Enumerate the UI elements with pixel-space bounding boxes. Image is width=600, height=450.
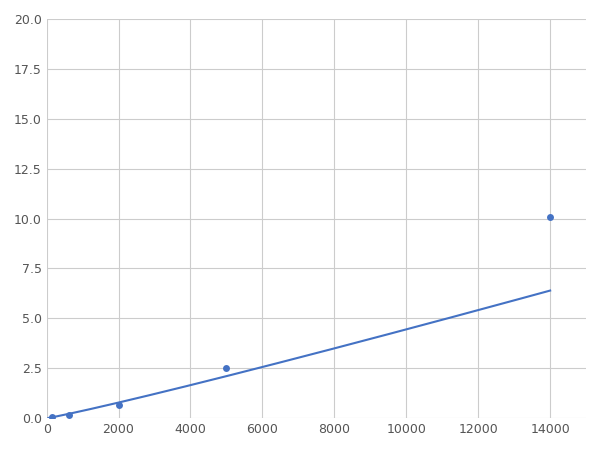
Point: [64, 411, 74, 418]
Point: [47, 413, 57, 420]
Point: [545, 213, 555, 220]
Point: [221, 365, 231, 372]
Point: [114, 402, 124, 409]
